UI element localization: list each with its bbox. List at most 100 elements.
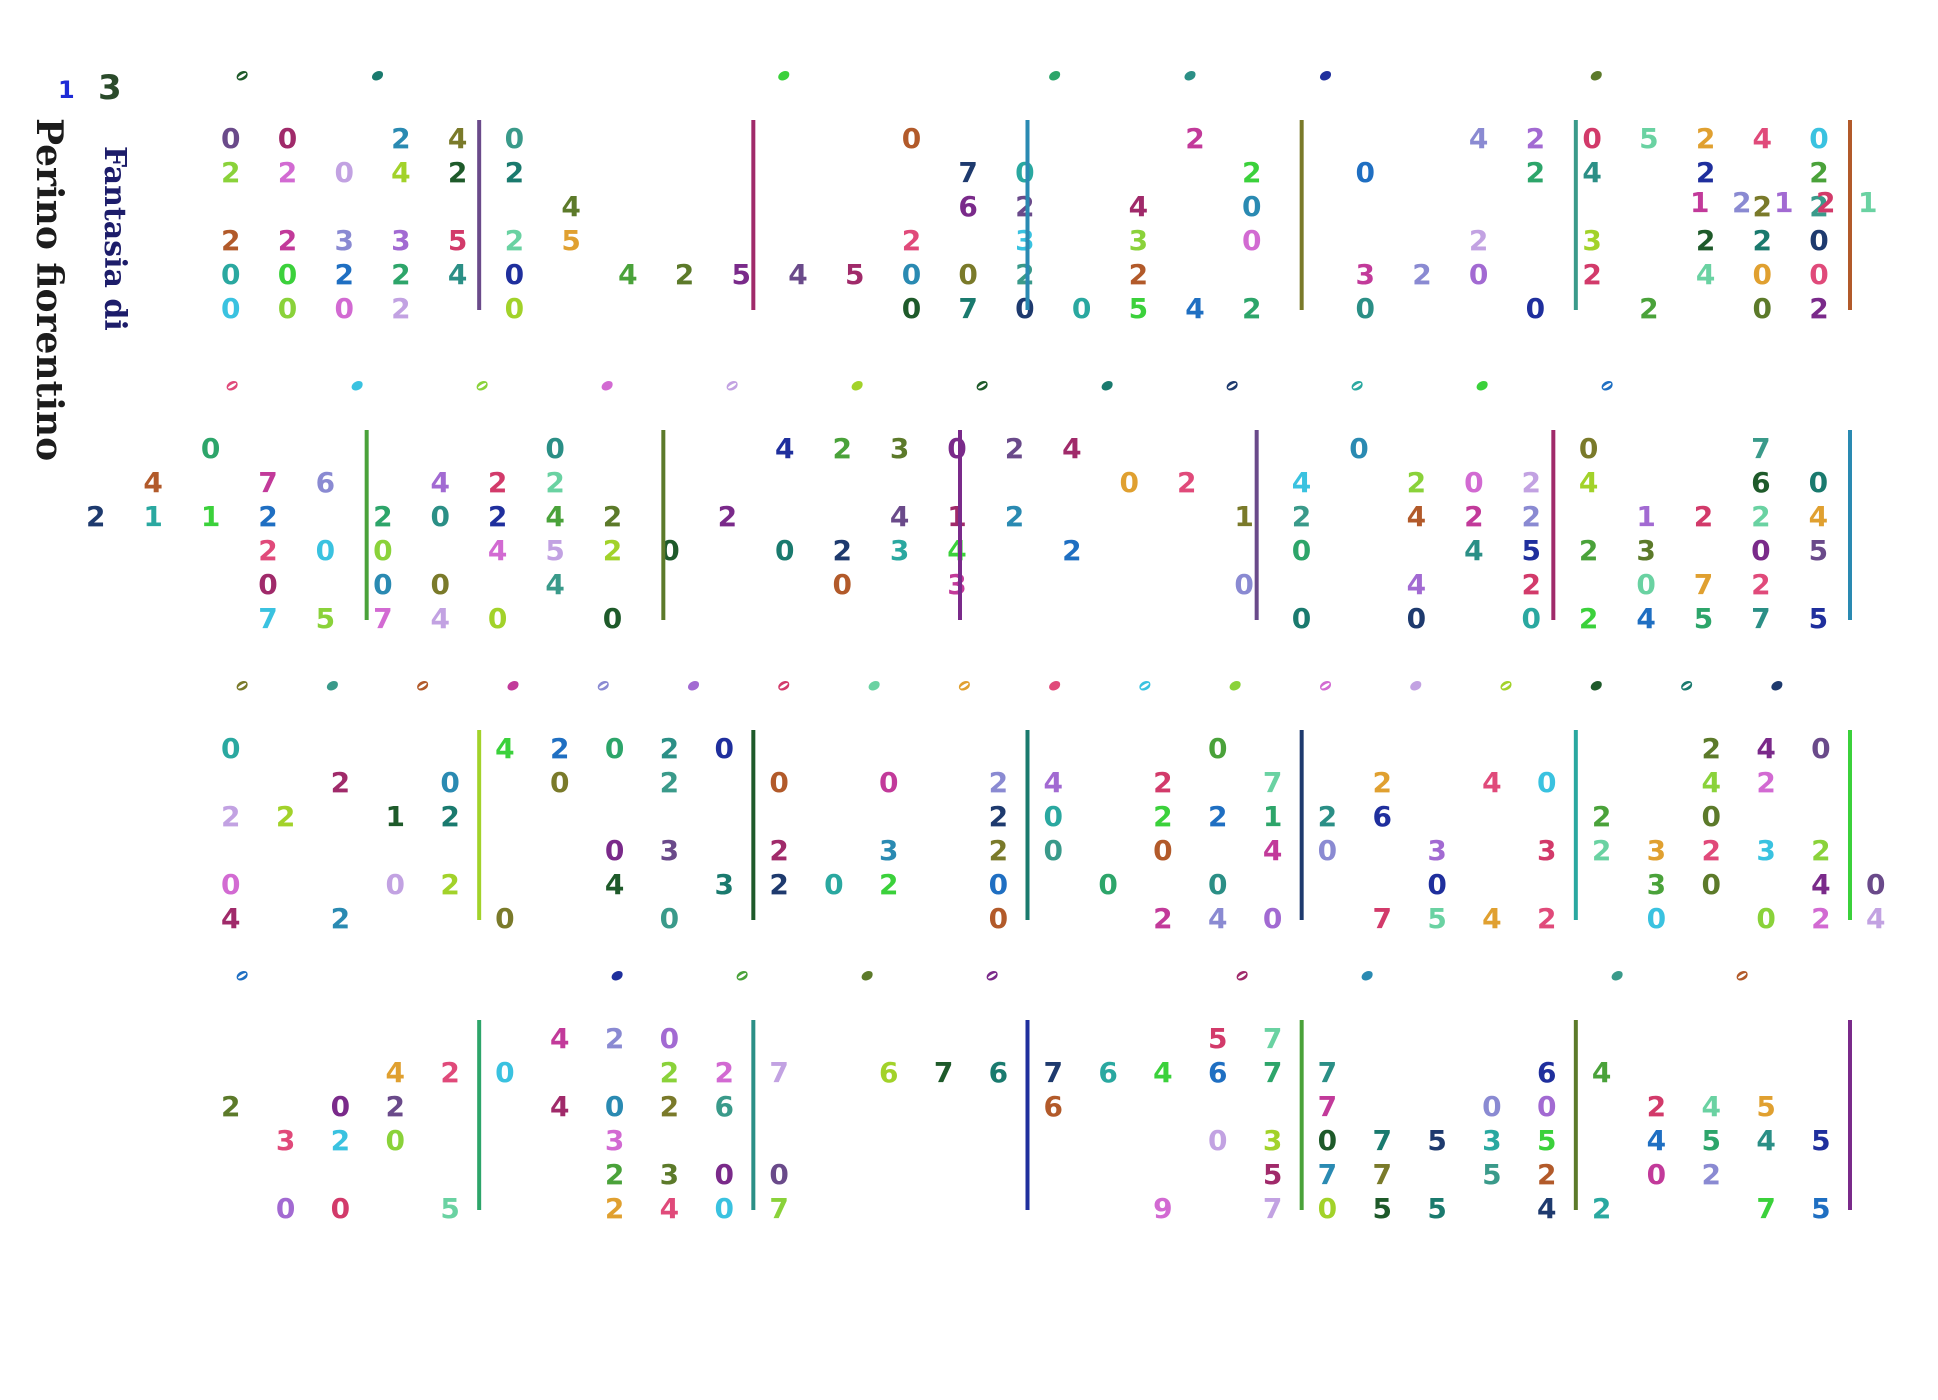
tab-fret-number: 3 <box>715 868 734 901</box>
tab-fret-number: 4 <box>221 902 240 935</box>
tab-fret-number: 0 <box>603 602 622 635</box>
rhythm-sign: 𝅙 <box>1725 37 1740 91</box>
tab-fret-number: 2 <box>1062 534 1081 567</box>
tab-fret-number: 4 <box>1482 766 1501 799</box>
tab-fret-number: 0 <box>605 1090 624 1123</box>
tab-fret-number: 0 <box>1242 224 1261 257</box>
tab-fret-number: 2 <box>1592 834 1611 867</box>
tab-fret-number: 4 <box>448 122 467 155</box>
tab-fret-number: 4 <box>431 602 450 635</box>
tab-fret-number: 4 <box>1185 292 1204 325</box>
rhythm-sign: 𝅗 <box>1679 647 1694 701</box>
tab-fret-number: 0 <box>1866 868 1885 901</box>
tab-fret-number: 6 <box>879 1056 898 1089</box>
tab-fret-number: 5 <box>1373 1192 1392 1225</box>
tab-fret-number: 0 <box>605 732 624 765</box>
tab-fret-number: 2 <box>769 834 788 867</box>
rhythm-sign: 𝅗 <box>957 647 972 701</box>
tab-fret-number: 1 <box>386 800 405 833</box>
tab-fret-number: 0 <box>495 902 514 935</box>
tab-fret-number: 0 <box>505 292 524 325</box>
tab-fret-number: 6 <box>1044 1090 1063 1123</box>
tab-fret-number: 1 <box>143 500 162 533</box>
tab-fret-number: 5 <box>316 602 335 635</box>
tab-fret-number: 0 <box>769 766 788 799</box>
tab-fret-number: 0 <box>550 766 569 799</box>
tab-fret-number: 2 <box>1129 258 1148 291</box>
tab-fret-number: 2 <box>1185 122 1204 155</box>
tab-fret-number: 3 <box>890 534 909 567</box>
tab-fret-number: 0 <box>1098 868 1117 901</box>
tab-fret-number: 0 <box>1469 258 1488 291</box>
rhythm-sign: 𝅘 <box>1770 647 1785 701</box>
tab-fret-number: 3 <box>1427 834 1446 867</box>
tab-fret-number: 7 <box>1373 1124 1392 1157</box>
rhythm-sign: 𝅘 <box>1100 347 1115 401</box>
tab-fret-number: 2 <box>448 156 467 189</box>
tab-fret-number: 2 <box>605 1022 624 1055</box>
tab-fret-number: 2 <box>1592 1192 1611 1225</box>
tab-fret-number: 5 <box>1702 1124 1721 1157</box>
tab-fret-number: 6 <box>989 1056 1008 1089</box>
tab-fret-number: 6 <box>1751 466 1770 499</box>
rhythm-sign: 𝅗 <box>1350 347 1365 401</box>
tab-fret-number: 6 <box>1373 800 1392 833</box>
tab-fret-number: 2 <box>440 1056 459 1089</box>
tab-fret-number: 0 <box>947 432 966 465</box>
tab-fret-number: 0 <box>1208 868 1227 901</box>
tab-fret-number: 2 <box>1579 534 1598 567</box>
tab-fret-number: 0 <box>278 292 297 325</box>
tab-fret-number: 7 <box>958 292 977 325</box>
tab-fret-number: 6 <box>1098 1056 1117 1089</box>
rhythm-sign: 𝅗 <box>235 37 250 91</box>
tab-fret-number: 6 <box>715 1090 734 1123</box>
tab-fret-number: 2 <box>386 1090 405 1123</box>
tab-fret-number: 2 <box>1694 500 1713 533</box>
tab-fret-number: 0 <box>276 1192 295 1225</box>
tab-fret-number: 2 <box>1292 500 1311 533</box>
rhythm-sign: 𝅘 <box>777 37 792 91</box>
tab-fret-number: 0 <box>660 1022 679 1055</box>
rhythm-sign: 𝅗 <box>1235 937 1250 991</box>
rhythm-sign: 𝅗 <box>1225 347 1240 401</box>
tab-fret-number: 4 <box>1044 766 1063 799</box>
tab-fret-number: 5 <box>1809 534 1828 567</box>
tab-fret-number: 5 <box>1427 902 1446 935</box>
tab-fret-number: 3 <box>605 1124 624 1157</box>
tab-fret-number: 5 <box>1809 602 1828 635</box>
tab-fret-number: 2 <box>1318 800 1337 833</box>
tab-fret-number: 0 <box>1636 568 1655 601</box>
tab-fret-number: 2 <box>391 122 410 155</box>
tab-fret-number: 2 <box>1592 800 1611 833</box>
tab-fret-number: 2 <box>1469 224 1488 257</box>
tab-fret-number: 0 <box>832 568 851 601</box>
tab-fret-number: 0 <box>1427 868 1446 901</box>
tab-fret-number: 0 <box>221 258 240 291</box>
rhythm-sign: 𝅘 <box>350 347 365 401</box>
tab-fret-number: 2 <box>832 432 851 465</box>
tab-fret-number: 5 <box>1811 1192 1830 1225</box>
tab-fret-number: 4 <box>1592 1056 1611 1089</box>
tab-fret-number: 2 <box>1702 1158 1721 1191</box>
tab-fret-number: 0 <box>1809 466 1828 499</box>
tab-fret-number: 2 <box>1153 800 1172 833</box>
tab-fret-number: 0 <box>775 534 794 567</box>
tab-fret-number: 1 <box>1774 186 1793 219</box>
rhythm-sign: 𝅙 <box>912 37 927 91</box>
tab-fret-number: 2 <box>1811 834 1830 867</box>
tab-fret-number: 2 <box>221 156 240 189</box>
tab-fret-number: 0 <box>1582 122 1601 155</box>
tab-fret-number: 4 <box>488 534 507 567</box>
tab-fret-number: 4 <box>495 732 514 765</box>
tab-fret-number: 3 <box>1647 834 1666 867</box>
tab-fret-number: 2 <box>505 224 524 257</box>
tab-fret-number: 0 <box>1482 1090 1501 1123</box>
tab-fret-number: 0 <box>1292 534 1311 567</box>
tab-fret-number: 7 <box>1694 568 1713 601</box>
tab-fret-number: 0 <box>1407 602 1426 635</box>
tab-fret-number: 3 <box>1263 1124 1282 1157</box>
tab-fret-number: 0 <box>1015 292 1034 325</box>
tab-fret-number: 7 <box>769 1192 788 1225</box>
tab-fret-number: 2 <box>1005 500 1024 533</box>
